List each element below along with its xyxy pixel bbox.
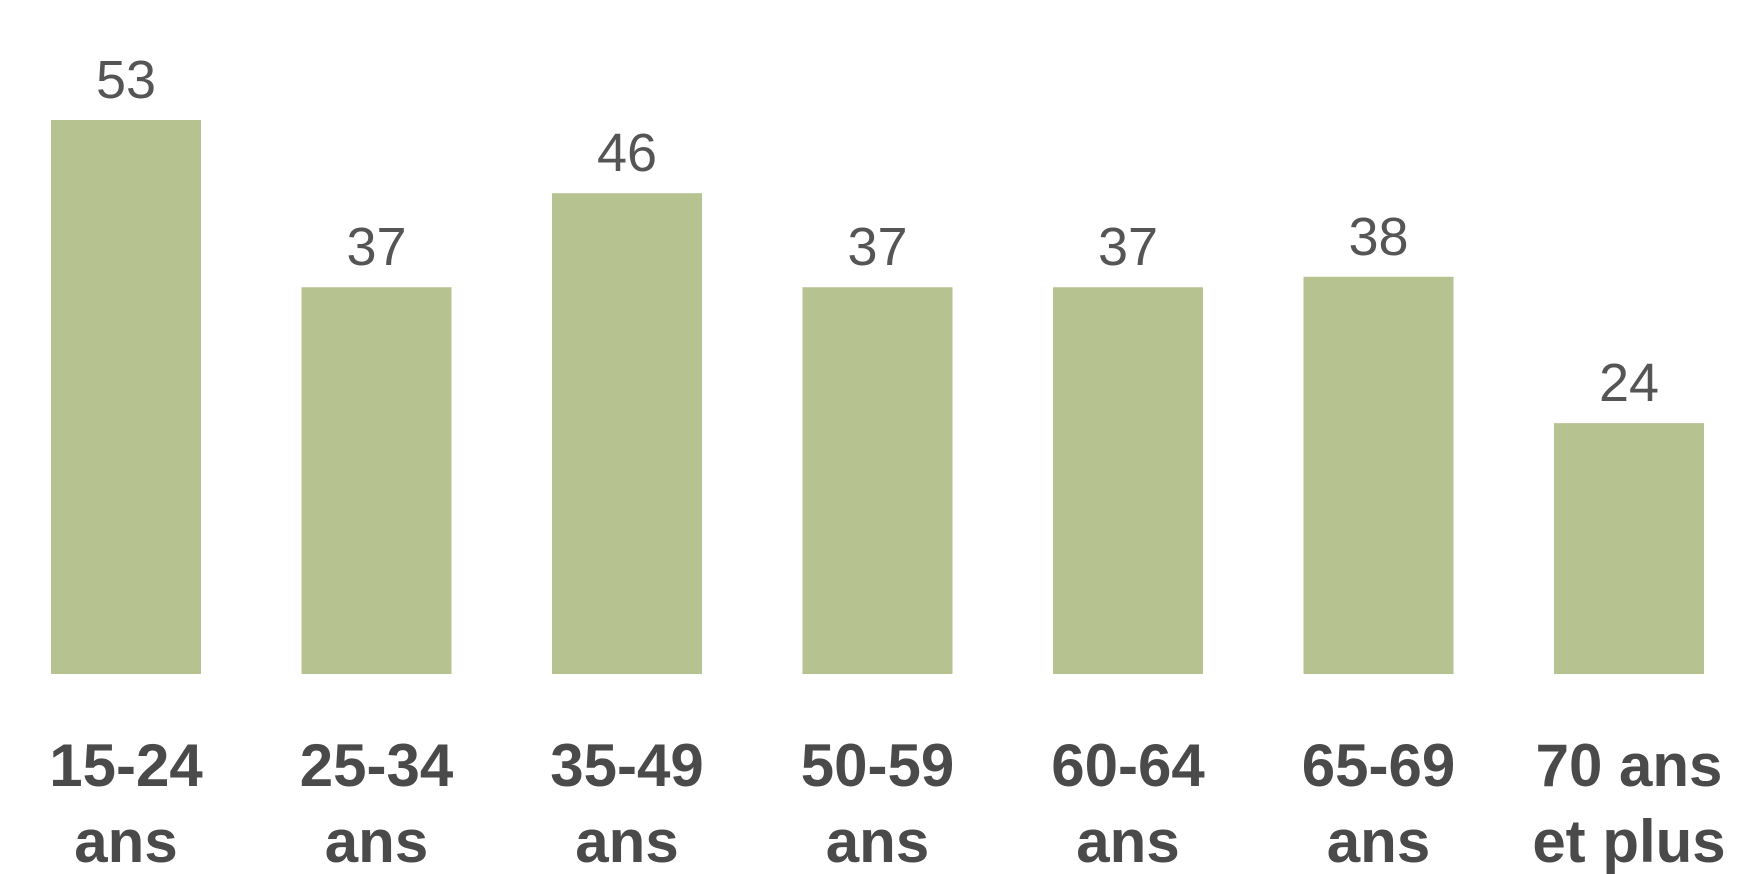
bar-0 — [51, 120, 201, 674]
bar-value-label: 53 — [96, 50, 156, 110]
bar-3 — [802, 287, 953, 674]
category-label-line: ans — [826, 808, 929, 874]
category-label-line: 65-69 — [1302, 732, 1455, 799]
category-label: 65-69 ans — [1302, 732, 1455, 874]
category-label-line: ans — [325, 808, 428, 874]
bar-5 — [1303, 276, 1454, 674]
category-label-line: ans — [74, 808, 177, 874]
category-label-line: 50-59 — [801, 732, 954, 799]
value-labels-group: 53 37 46 37 37 38 24 — [96, 50, 1659, 413]
category-label: 50-59 ans — [801, 732, 954, 874]
bar-1 — [301, 287, 452, 674]
category-label: 25-34 ans — [300, 732, 454, 874]
category-label: 15-24 ans — [49, 732, 203, 874]
category-label-line: 70 ans — [1536, 732, 1723, 799]
bar-4 — [1053, 287, 1203, 674]
category-label-line: et plus — [1532, 808, 1725, 874]
category-label-line: 35-49 — [550, 732, 703, 799]
category-label-line: 15-24 — [49, 732, 203, 799]
category-label-line: 60-64 — [1051, 732, 1205, 799]
bar-value-label: 37 — [346, 217, 406, 277]
category-label-line: ans — [1076, 808, 1179, 874]
category-label: 60-64 ans — [1051, 732, 1205, 874]
bar-6 — [1554, 423, 1704, 674]
category-label: 70 ans et plus — [1532, 732, 1725, 874]
bar-value-label: 24 — [1599, 353, 1659, 413]
bar-value-label: 37 — [847, 217, 907, 277]
bars-group — [51, 120, 1704, 675]
bar-value-label: 46 — [597, 123, 657, 183]
bar-2 — [552, 193, 702, 675]
category-labels-group: 15-24 ans 25-34 ans 35-49 ans 50-59 ans 60-64 ans… — [49, 732, 1725, 874]
category-label: 35-49 ans — [550, 732, 703, 874]
bar-value-label: 38 — [1348, 207, 1408, 267]
category-label-line: 25-34 — [300, 732, 454, 799]
bar-value-label: 37 — [1098, 217, 1158, 277]
category-label-line: ans — [575, 808, 678, 874]
category-label-line: ans — [1327, 808, 1430, 874]
